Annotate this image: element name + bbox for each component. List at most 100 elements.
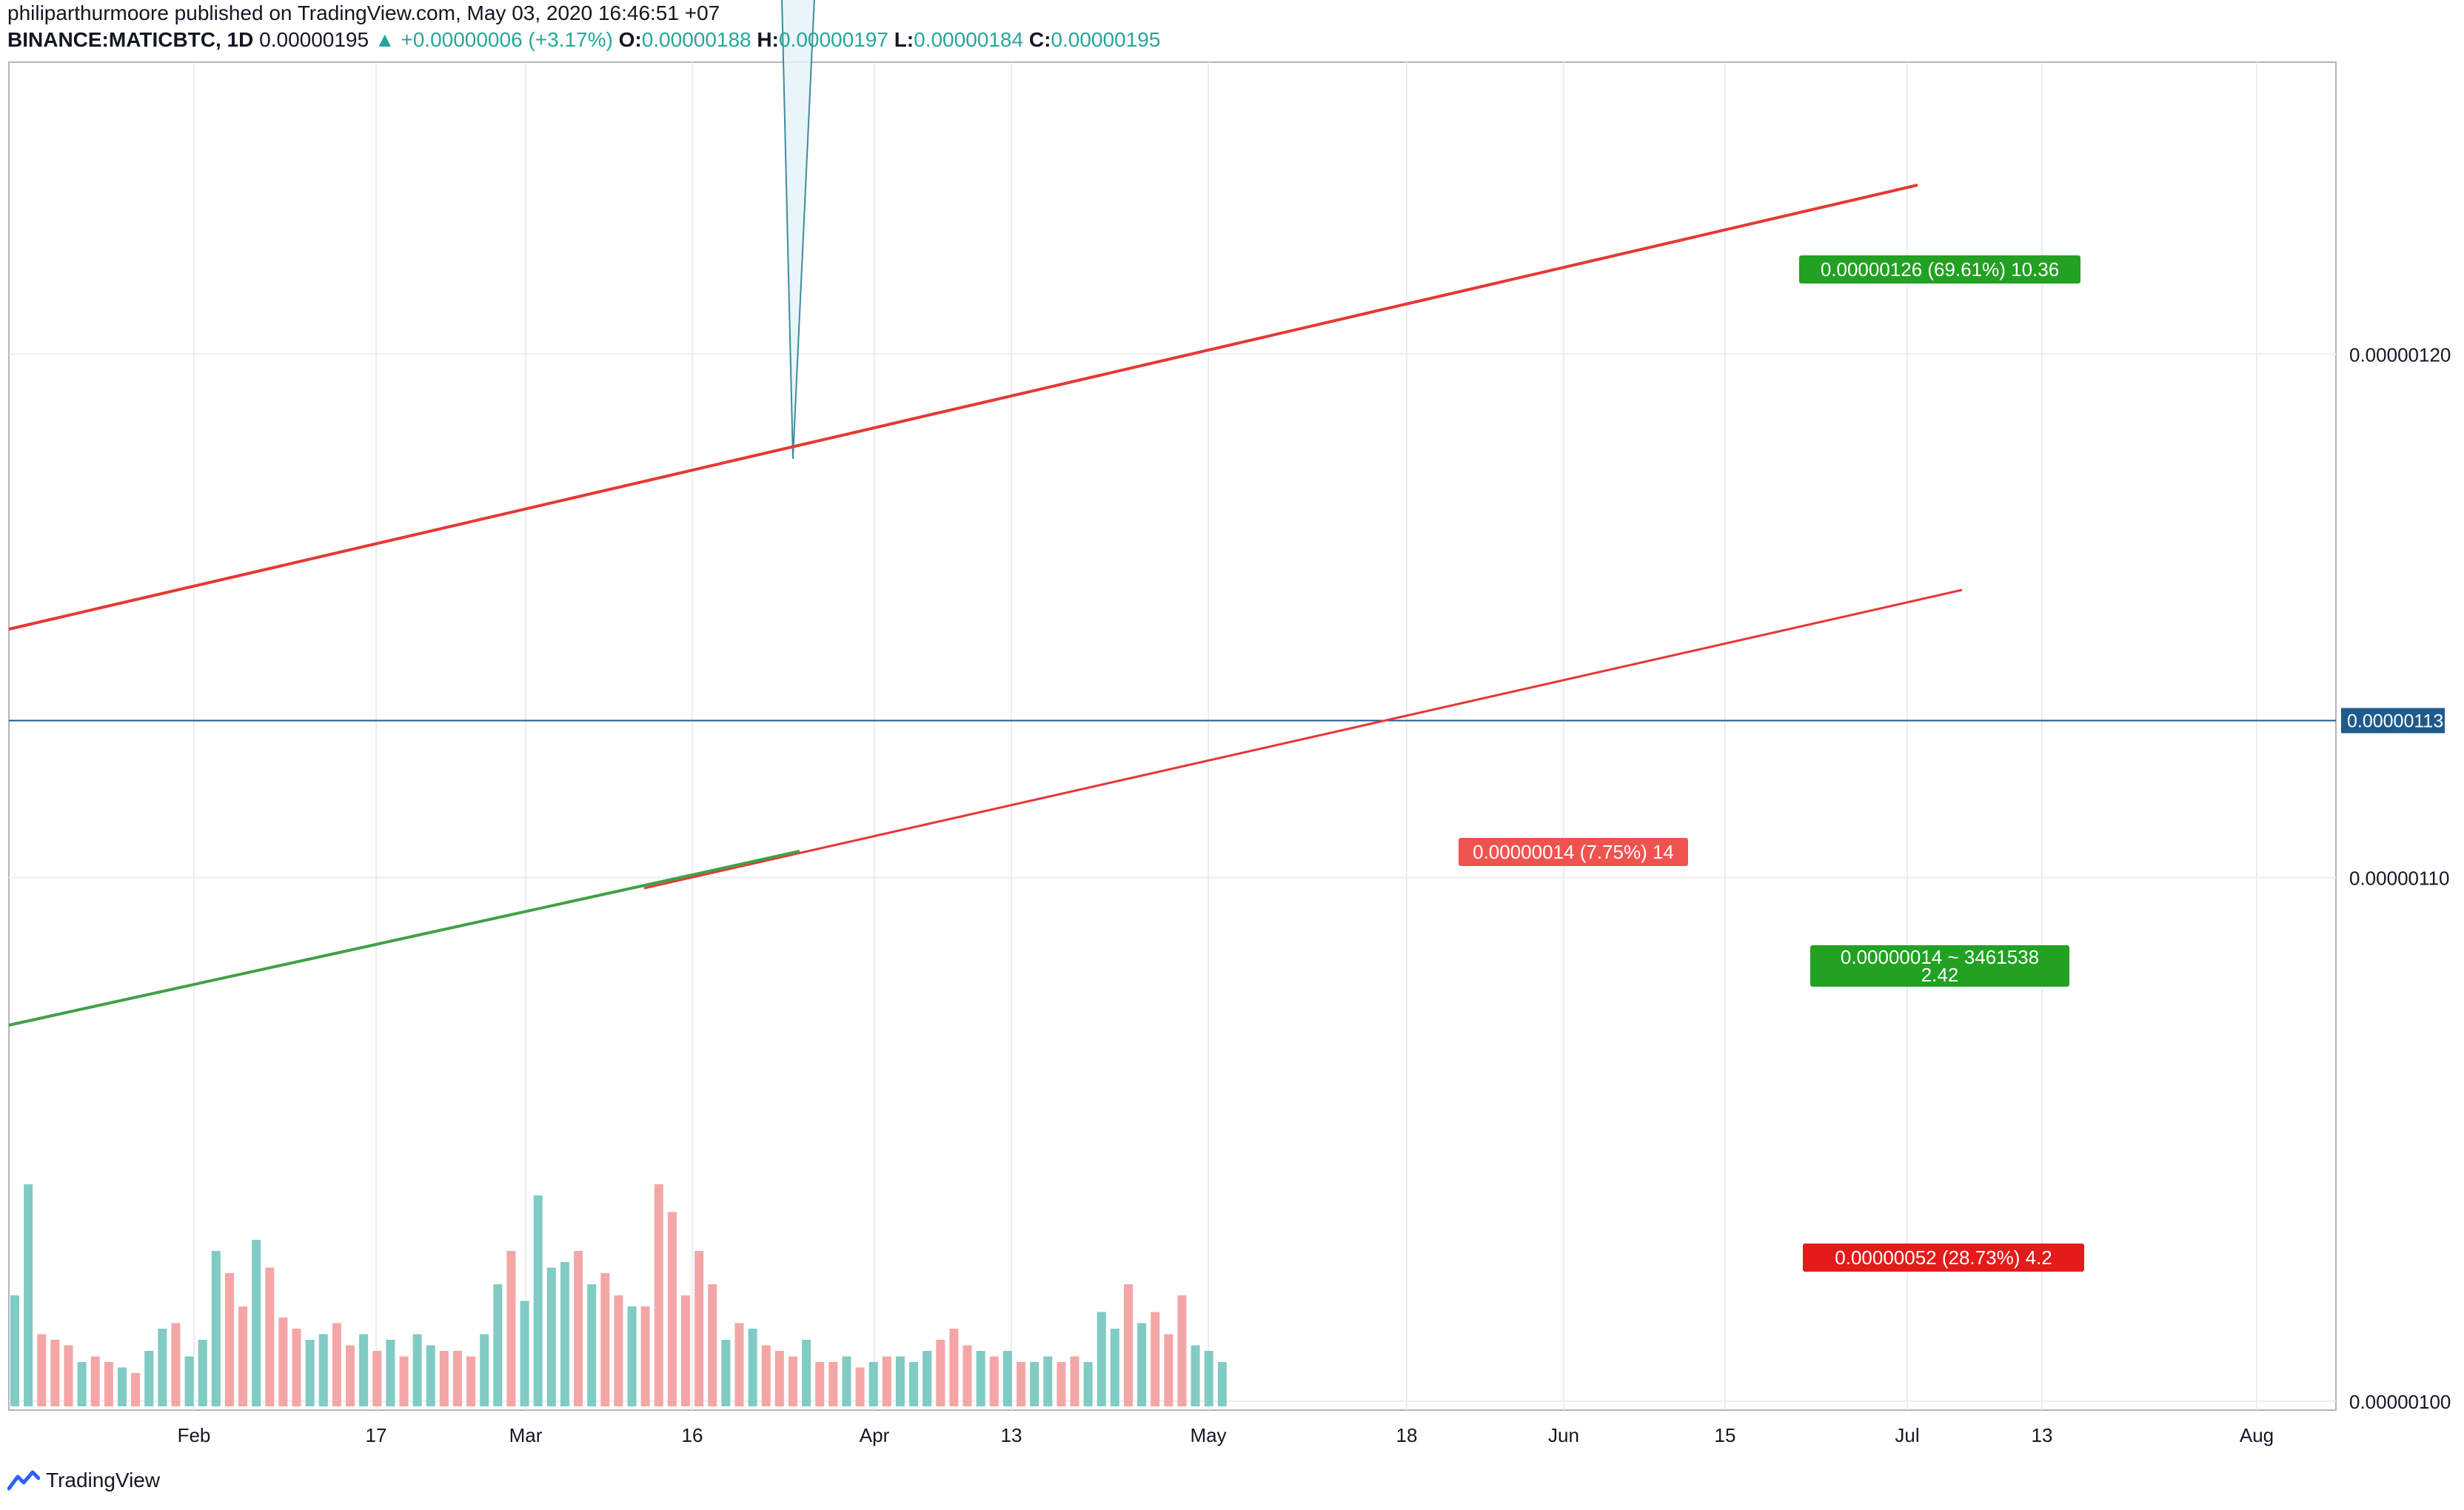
y-tick-label: 0.00000110	[2349, 868, 2449, 890]
high-label: H:	[757, 28, 779, 51]
volume-bar	[1017, 1362, 1025, 1406]
volume-bar	[426, 1345, 435, 1406]
volume-bar	[198, 1340, 207, 1406]
horizontal-levels	[9, 719, 2336, 722]
open-value: 0.00000188	[641, 28, 751, 51]
volume-bar	[332, 1323, 341, 1406]
profit-label-box	[1799, 255, 2080, 283]
volume-bar	[868, 1362, 878, 1406]
x-tick-label: Feb	[178, 1424, 211, 1446]
volume-bar	[976, 1351, 985, 1406]
volume-bar	[802, 1340, 811, 1406]
x-tick-label: 15	[1715, 1424, 1736, 1446]
volume-bar	[131, 1373, 141, 1406]
x-tick-label: Aug	[2240, 1424, 2274, 1446]
price-change: +0.00000006 (+3.17%)	[401, 28, 613, 51]
volume-bar	[654, 1184, 663, 1406]
x-tick-label: 13	[2032, 1424, 2053, 1446]
brand-name: TradingView	[46, 1469, 161, 1491]
volume-bar	[1110, 1329, 1119, 1406]
volume-bar	[466, 1356, 476, 1406]
middle-trend-line	[643, 588, 1963, 890]
support-trend-line	[8, 850, 800, 1027]
volume-bar	[1002, 1351, 1012, 1406]
price-axis: 0.000001000.000001100.000001200.00000130…	[2341, 343, 2451, 1413]
volume-bar	[989, 1356, 999, 1406]
volume-bar	[895, 1356, 905, 1406]
volume-bar	[855, 1367, 865, 1406]
volume-bar	[346, 1345, 355, 1406]
volume-bars	[10, 1184, 1227, 1406]
bollinger-band-fill	[782, 0, 814, 459]
volume-bar	[708, 1284, 717, 1406]
volume-bar	[761, 1345, 771, 1406]
bollinger-bands	[781, 0, 815, 459]
volume-bar	[694, 1251, 704, 1406]
volume-bar	[1043, 1356, 1053, 1406]
volume-bar	[923, 1351, 932, 1406]
y-tick-label: 0.00000100	[2349, 1391, 2451, 1413]
volume-bar	[1164, 1334, 1174, 1406]
volume-bar	[305, 1340, 315, 1406]
symbol-info: BINANCE:MATICBTC, 1D 0.00000195 ▲ +0.000…	[7, 28, 1160, 52]
x-tick-label: 17	[366, 1424, 387, 1446]
x-tick-label: Jun	[1548, 1424, 1579, 1446]
volume-bar	[265, 1267, 275, 1406]
volume-bar	[158, 1329, 167, 1406]
volume-bar	[1083, 1362, 1093, 1406]
volume-bar	[1137, 1323, 1147, 1406]
volume-bar	[949, 1329, 959, 1406]
close-label: C:	[1028, 28, 1051, 51]
volume-bar	[1123, 1284, 1133, 1406]
price-axis-label-box	[2341, 708, 2445, 734]
volume-bar	[520, 1301, 529, 1406]
x-tick-label: Mar	[509, 1424, 543, 1446]
x-tick-label: 18	[1396, 1424, 1418, 1446]
volume-bar	[359, 1334, 369, 1406]
volume-bar	[788, 1356, 797, 1406]
volume-bar	[774, 1351, 784, 1406]
volume-bar	[681, 1295, 690, 1406]
volume-bar	[506, 1251, 516, 1406]
volume-bar	[1204, 1351, 1213, 1406]
volume-bar	[614, 1295, 623, 1406]
volume-bar	[386, 1340, 395, 1406]
loss-label: 0.00000052 (28.73%) 4.2	[1835, 1246, 2052, 1269]
volume-bar	[224, 1273, 234, 1406]
volume-bar	[184, 1356, 194, 1406]
x-tick-label: Jul	[1895, 1424, 1919, 1446]
volume-bar	[171, 1323, 181, 1406]
entry-label-box	[1810, 945, 2069, 987]
volume-bar	[292, 1329, 301, 1406]
publish-line: philiparthurmoore published on TradingVi…	[7, 1, 720, 24]
volume-bar	[211, 1251, 221, 1406]
volume-bar	[842, 1356, 851, 1406]
volume-bar	[962, 1345, 972, 1406]
plot-frame	[8, 61, 2337, 1411]
tradingview-logo[interactable]: TradingView	[7, 1469, 160, 1492]
volume-bar	[1191, 1345, 1200, 1406]
profit-label: 0.00000126 (69.61%) 10.36	[1821, 258, 2059, 281]
measure-label: 0.00000014 (7.75%) 14	[1473, 841, 1674, 863]
chart-grid	[8, 61, 2337, 1411]
close-value: 0.00000195	[1051, 28, 1161, 51]
volume-bar	[560, 1262, 569, 1406]
volume-bar	[815, 1362, 825, 1406]
volume-bar	[90, 1356, 100, 1406]
low-label: L:	[894, 28, 914, 51]
volume-bar	[77, 1362, 87, 1406]
y-tick-label: 0.00000120	[2349, 343, 2451, 366]
volume-bar	[600, 1273, 610, 1406]
volume-bar	[574, 1251, 583, 1406]
volume-bar	[144, 1351, 154, 1406]
loss-label-box	[1803, 1244, 2084, 1272]
volume-bar	[1217, 1362, 1227, 1406]
volume-bar	[882, 1356, 891, 1406]
volume-bar	[734, 1323, 744, 1406]
volume-bar	[104, 1362, 113, 1406]
symbol[interactable]: BINANCE:MATICBTC, 1D	[7, 28, 254, 51]
volume-bar	[318, 1334, 328, 1406]
volume-bar	[238, 1306, 248, 1406]
volume-bar	[1030, 1362, 1040, 1406]
